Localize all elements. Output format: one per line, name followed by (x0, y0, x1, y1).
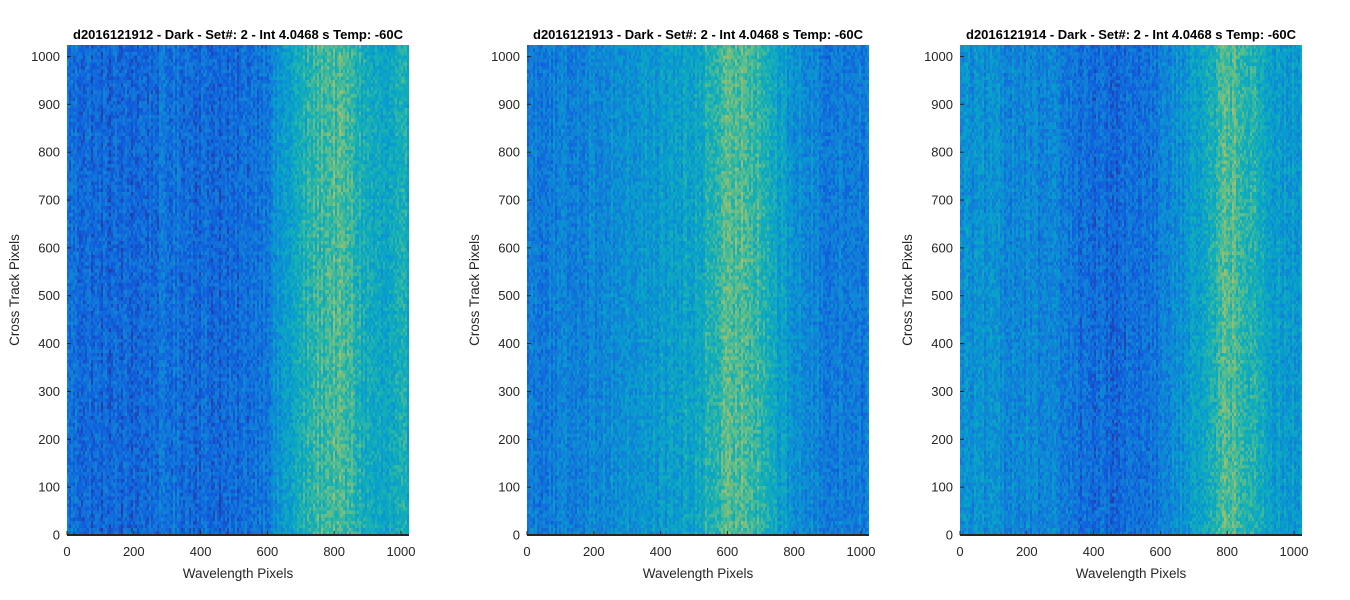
y-tick-label: 500 (931, 288, 953, 303)
y-tick-label: 400 (38, 336, 60, 351)
y-tick-label: 700 (498, 193, 520, 208)
y-tick-label: 600 (931, 240, 953, 255)
x-tick-label: 400 (650, 544, 672, 559)
y-tick-label: 900 (931, 97, 953, 112)
x-tick-label: 800 (783, 544, 805, 559)
y-tick-label: 200 (498, 432, 520, 447)
chart-panel-2: 0 200 400 600 800 1000 0 100 200 300 400 500 600 700 8… (467, 27, 875, 581)
y-tick-label: 0 (513, 528, 520, 543)
y-tick-label: 1000 (31, 49, 60, 64)
chart-title: d2016121913 - Dark - Set#: 2 - Int 4.046… (533, 27, 864, 42)
y-tick-label: 300 (38, 384, 60, 399)
x-tick-label: 200 (583, 544, 605, 559)
y-tick-label: 1000 (924, 49, 953, 64)
y-tick-label: 100 (498, 480, 520, 495)
x-tick-label: 1000 (387, 544, 416, 559)
x-tick-label: 600 (717, 544, 739, 559)
chart-panel-3: 0 200 400 600 800 1000 0 100 200 300 400 500 600 700 8… (900, 27, 1308, 581)
y-tick-label: 200 (38, 432, 60, 447)
x-axis-title: Wavelength Pixels (1076, 566, 1187, 581)
x-tick-label: 600 (1150, 544, 1172, 559)
y-tick-label: 0 (53, 528, 60, 543)
x-tick-label: 200 (1016, 544, 1038, 559)
x-tick-label: 1000 (847, 544, 876, 559)
y-tick-label: 500 (498, 288, 520, 303)
chart-title: d2016121912 - Dark - Set#: 2 - Int 4.046… (73, 27, 404, 42)
y-tick-label: 800 (38, 145, 60, 160)
y-tick-label: 400 (498, 336, 520, 351)
y-tick-label: 200 (931, 432, 953, 447)
y-tick-label: 300 (498, 384, 520, 399)
x-tick-label: 0 (63, 544, 70, 559)
y-axis-title: Cross Track Pixels (7, 234, 22, 346)
y-tick-label: 600 (38, 240, 60, 255)
y-tick-label: 700 (931, 193, 953, 208)
x-tick-label: 800 (1216, 544, 1238, 559)
y-tick-label: 500 (38, 288, 60, 303)
x-tick-label: 800 (323, 544, 345, 559)
x-tick-label: 1000 (1280, 544, 1309, 559)
y-tick-label: 600 (498, 240, 520, 255)
chart-panel-1: 0 200 400 600 800 1000 0 100 200 300 400 500 600 700 8… (7, 27, 415, 581)
y-tick-label: 900 (38, 97, 60, 112)
y-tick-label: 800 (498, 145, 520, 160)
y-tick-label: 700 (38, 193, 60, 208)
x-tick-label: 400 (1083, 544, 1105, 559)
y-axis-title: Cross Track Pixels (467, 234, 482, 346)
x-tick-label: 200 (123, 544, 145, 559)
y-tick-label: 400 (931, 336, 953, 351)
y-tick-label: 100 (38, 480, 60, 495)
x-tick-label: 400 (190, 544, 212, 559)
y-tick-label: 800 (931, 145, 953, 160)
heatmap-image (960, 45, 1302, 535)
x-axis-title: Wavelength Pixels (183, 566, 294, 581)
heatmap-image (527, 45, 869, 535)
y-tick-label: 1000 (491, 49, 520, 64)
y-tick-label: 100 (931, 480, 953, 495)
y-tick-label: 300 (931, 384, 953, 399)
x-axis-title: Wavelength Pixels (643, 566, 754, 581)
x-tick-label: 600 (257, 544, 279, 559)
y-axis-title: Cross Track Pixels (900, 234, 915, 346)
x-tick-label: 0 (523, 544, 530, 559)
x-tick-label: 0 (956, 544, 963, 559)
y-tick-label: 900 (498, 97, 520, 112)
chart-title: d2016121914 - Dark - Set#: 2 - Int 4.046… (966, 27, 1297, 42)
heatmap-image (67, 45, 409, 535)
y-tick-label: 0 (946, 528, 953, 543)
